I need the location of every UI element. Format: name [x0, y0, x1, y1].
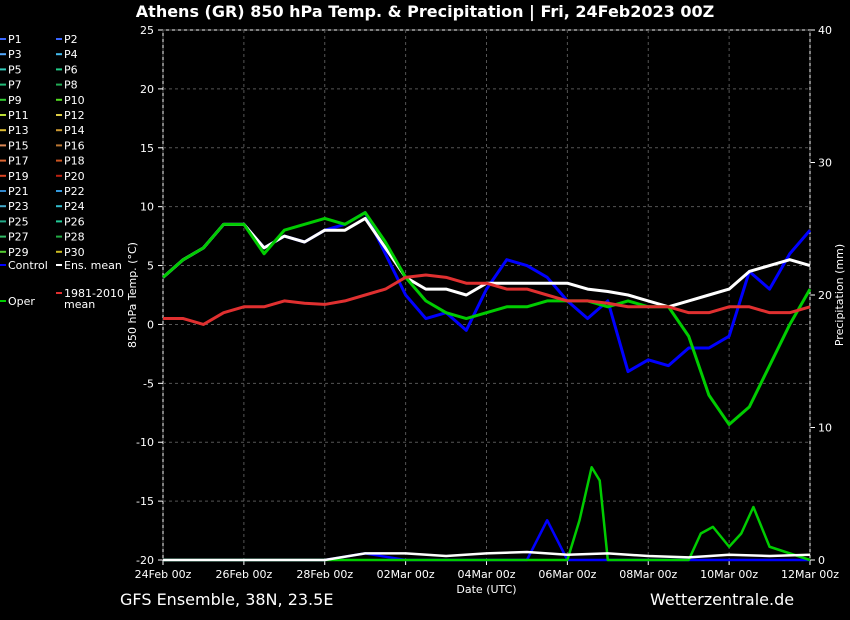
series-line — [162, 211, 812, 427]
legend-entry: P21 — [8, 185, 29, 198]
y-tick-label: 5 — [147, 260, 154, 273]
x-axis-label: Date (UTC) — [456, 583, 516, 596]
x-tick-label: 04Mar 00z — [457, 568, 515, 581]
footer-model-info: GFS Ensemble, 38N, 23.5E — [120, 590, 334, 609]
y-tick-label: 0 — [147, 318, 154, 331]
precip-line — [163, 550, 811, 562]
legend-entry: P12 — [64, 109, 85, 122]
y-tick-label: 25 — [140, 24, 154, 37]
legend-entry: Control — [8, 259, 48, 272]
legend-entry: mean — [64, 298, 95, 311]
y-right-tick-label: 20 — [818, 289, 832, 302]
x-tick-label: 02Mar 00z — [377, 568, 435, 581]
legend-entry: P22 — [64, 185, 85, 198]
x-tick-label: 26Feb 00z — [216, 568, 273, 581]
legend-entry: Ens. mean — [64, 259, 122, 272]
legend-entry: P29 — [8, 246, 29, 259]
x-tick-label: 10Mar 00z — [700, 568, 758, 581]
legend-entry: P25 — [8, 215, 29, 228]
x-tick-label: 28Feb 00z — [296, 568, 353, 581]
series-line — [162, 216, 811, 309]
legend-entry: P20 — [64, 170, 85, 183]
x-tick-label: 06Mar 00z — [538, 568, 596, 581]
legend-entry: P27 — [8, 231, 29, 244]
legend-entry: P30 — [64, 246, 85, 259]
chart-title: Athens (GR) 850 hPa Temp. & Precipitatio… — [135, 2, 715, 21]
x-tick-label: 12Mar 00z — [781, 568, 839, 581]
x-tick-label: 08Mar 00z — [619, 568, 677, 581]
legend-entry: P19 — [8, 170, 29, 183]
legend-entry: P15 — [8, 139, 29, 152]
y-tick-label: 20 — [140, 83, 154, 96]
legend-entry: P13 — [8, 124, 29, 137]
legend-entry: P9 — [8, 94, 22, 107]
legend-entry: P10 — [64, 94, 85, 107]
y-right-tick-label: 0 — [818, 554, 825, 567]
legend-entry: P28 — [64, 231, 85, 244]
legend-entry: P11 — [8, 109, 29, 122]
legend-entry: P1 — [8, 33, 22, 46]
y-right-tick-label: 30 — [818, 157, 832, 170]
y-tick-label: -10 — [136, 436, 154, 449]
legend-entry: P7 — [8, 79, 22, 92]
y-tick-label: 10 — [140, 201, 154, 214]
legend-entry: 1981-2010 — [64, 287, 124, 300]
x-tick-label: 24Feb 00z — [135, 568, 192, 581]
y-right-axis-label: Precipitation (mm) — [833, 244, 846, 346]
y-axis-label: 850 hPa Temp. (°C) — [126, 242, 139, 348]
legend-entry: P26 — [64, 215, 85, 228]
legend-entry: P18 — [64, 155, 85, 168]
y-right-tick-label: 10 — [818, 422, 832, 435]
y-tick-label: -15 — [136, 495, 154, 508]
y-tick-label: -20 — [136, 554, 154, 567]
legend-entry: P17 — [8, 155, 29, 168]
y-tick-label: -5 — [143, 377, 154, 390]
legend-entry: P4 — [64, 48, 78, 61]
legend-entry: P2 — [64, 33, 78, 46]
legend-entry: P23 — [8, 200, 29, 213]
legend-entry: Oper — [8, 295, 35, 308]
legend-entry: P14 — [64, 124, 85, 137]
footer-site: Wetterzentrale.de — [650, 590, 795, 609]
legend-entry: P24 — [64, 200, 85, 213]
y-tick-label: 15 — [140, 142, 154, 155]
legend-entry: P6 — [64, 63, 78, 76]
legend-entry: P3 — [8, 48, 22, 61]
legend-entry: P16 — [64, 139, 85, 152]
y-right-tick-label: 40 — [818, 24, 832, 37]
series-line — [163, 273, 811, 326]
legend-entry: P8 — [64, 79, 78, 92]
legend-entry: P5 — [8, 63, 22, 76]
